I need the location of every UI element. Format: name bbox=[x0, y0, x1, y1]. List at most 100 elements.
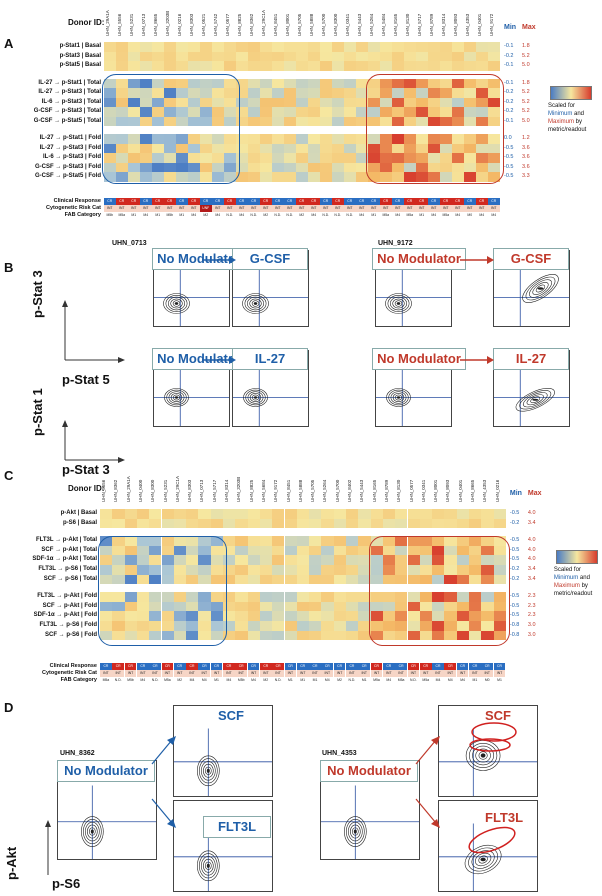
donor-id: UHN_5264 bbox=[322, 479, 328, 502]
heatmap-cell bbox=[186, 592, 199, 602]
heatmap-cell bbox=[296, 574, 310, 585]
clinical-cell: M1 bbox=[469, 677, 481, 684]
heatmap-cell bbox=[176, 172, 188, 182]
heatmap-cell bbox=[210, 518, 223, 529]
heatmap-cell bbox=[452, 172, 464, 182]
heatmap-cell bbox=[188, 88, 200, 98]
contour-mark bbox=[168, 296, 185, 311]
clinical-cell: CR bbox=[128, 198, 140, 205]
clinical-cell: INT bbox=[149, 670, 161, 677]
clinical-cell: M2 bbox=[200, 212, 212, 219]
panel-b-letter: B bbox=[4, 260, 14, 275]
heatmap-cell bbox=[444, 565, 457, 575]
heatmap-cell bbox=[173, 545, 187, 556]
heatmap-cell bbox=[481, 611, 494, 621]
donor-id: UHN_8001 bbox=[433, 479, 439, 502]
heatmap-cell bbox=[333, 565, 346, 575]
heatmap-cell bbox=[247, 601, 260, 612]
heatmap-cell bbox=[173, 518, 187, 529]
heatmap-cell bbox=[136, 509, 150, 519]
heatmap-cell bbox=[309, 545, 322, 556]
heatmap-cell bbox=[407, 630, 420, 641]
heatmap-cell bbox=[469, 536, 482, 546]
row-label: FLT3L → p-Akt | Fold bbox=[37, 593, 97, 600]
clinical-cell: INT bbox=[440, 205, 452, 212]
heatmap-cell bbox=[464, 97, 476, 107]
clinical-cell: CR bbox=[116, 198, 128, 205]
clinical-cell: M2 bbox=[296, 212, 308, 219]
contour-mark bbox=[202, 763, 214, 778]
clinical-cell: M4 bbox=[452, 212, 464, 219]
panel-c-letter: C bbox=[4, 468, 14, 483]
contour-mark bbox=[468, 742, 498, 768]
heatmap-cell bbox=[128, 61, 140, 71]
heatmap-cell bbox=[476, 97, 488, 107]
heatmap-cell bbox=[428, 97, 440, 107]
heatmap-cell bbox=[321, 574, 334, 585]
contour-mark bbox=[345, 819, 365, 845]
contour-mark bbox=[532, 281, 549, 296]
heatmap-cell bbox=[428, 107, 440, 117]
heatmap-cell bbox=[164, 162, 176, 172]
contour-mark bbox=[163, 293, 190, 314]
heatmap-cell bbox=[333, 611, 346, 621]
heatmap-cell bbox=[344, 51, 356, 61]
heatmap-cell bbox=[440, 162, 452, 172]
contour-mark bbox=[522, 392, 548, 408]
clinical-cell: INT bbox=[259, 670, 272, 677]
sample-left-d: UHN_8362 bbox=[60, 750, 95, 757]
clinical-cell: M4 bbox=[212, 212, 224, 219]
heatmap-cell bbox=[309, 592, 322, 602]
heatmap-cell bbox=[210, 592, 223, 602]
heatmap-cell bbox=[476, 107, 488, 117]
legend-line-2: Minimum and bbox=[554, 574, 602, 582]
heatmap-cell bbox=[140, 134, 152, 144]
heatmap-cell bbox=[346, 574, 359, 585]
heatmap-cell bbox=[248, 42, 260, 52]
heatmap-cell bbox=[404, 51, 416, 61]
heatmap-cell bbox=[356, 88, 368, 98]
heatmap-cell bbox=[456, 509, 469, 519]
clinical-cell: M1 bbox=[358, 677, 371, 684]
heatmap-cell bbox=[404, 107, 416, 117]
clinical-cell: INT bbox=[164, 205, 176, 212]
axis-x-ps6: p-S6 bbox=[52, 876, 81, 891]
heatmap-cell bbox=[428, 51, 440, 61]
row-max: 5.0 bbox=[522, 117, 530, 124]
clinical-cell: M5b bbox=[235, 677, 248, 684]
heatmap-cell bbox=[198, 574, 211, 585]
heatmap-cell bbox=[440, 88, 452, 98]
heatmap-cell bbox=[356, 107, 368, 117]
heatmap-cell bbox=[464, 162, 476, 172]
heatmap-cell bbox=[198, 565, 211, 575]
heatmap-cell bbox=[320, 172, 332, 182]
heatmap-cell bbox=[140, 61, 152, 71]
contour-mark bbox=[196, 755, 220, 787]
heatmap-cell bbox=[128, 134, 140, 144]
heatmap-cell bbox=[152, 88, 164, 98]
contour-mark bbox=[478, 751, 488, 760]
clinical-cell: INT bbox=[493, 670, 506, 677]
donor-id: UHN_0400 bbox=[137, 479, 143, 502]
heatmap-cell bbox=[284, 78, 296, 88]
heatmap-cell bbox=[404, 97, 416, 107]
heatmap-cell bbox=[456, 565, 469, 575]
heatmap-cell bbox=[236, 162, 248, 172]
heatmap-cell bbox=[100, 555, 113, 565]
donor-id: UHN_0577 bbox=[408, 479, 414, 502]
heatmap-cell bbox=[320, 143, 332, 153]
heatmap-cell bbox=[259, 611, 273, 621]
clinical-cell: M1 bbox=[368, 212, 380, 219]
heatmap-cell bbox=[272, 574, 285, 585]
heatmap-cell bbox=[320, 162, 332, 172]
heatmap-cell bbox=[235, 621, 248, 631]
heatmap-cell bbox=[444, 621, 457, 631]
row-label: p-Stat5 | Basal bbox=[59, 62, 101, 68]
heatmap-cell bbox=[464, 61, 476, 71]
heatmap-cell bbox=[161, 545, 174, 556]
heatmap-cell bbox=[368, 107, 380, 117]
heatmap-cell bbox=[173, 611, 187, 621]
heatmap-cell bbox=[200, 153, 212, 163]
heatmap-cell bbox=[392, 162, 404, 172]
arrow-b3 bbox=[202, 356, 236, 364]
